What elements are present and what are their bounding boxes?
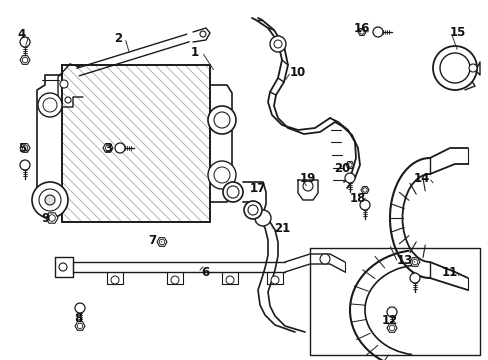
Text: 12: 12 [381,314,397,327]
Text: 21: 21 [273,221,289,234]
Circle shape [319,254,329,264]
Circle shape [347,163,351,167]
Text: 3: 3 [104,141,112,154]
Polygon shape [357,28,365,36]
Text: 18: 18 [349,192,366,204]
Text: 8: 8 [74,311,82,324]
Circle shape [45,195,55,205]
Polygon shape [360,186,368,193]
Circle shape [214,167,229,183]
Circle shape [372,27,382,37]
Circle shape [115,143,125,153]
Circle shape [386,307,396,317]
Text: 9: 9 [41,211,49,225]
Polygon shape [20,56,30,64]
Circle shape [105,145,110,151]
Circle shape [111,276,119,284]
Circle shape [359,200,369,210]
Circle shape [38,93,62,117]
Circle shape [59,263,67,271]
Circle shape [65,97,71,103]
Circle shape [22,57,28,63]
Circle shape [359,30,364,34]
Text: 2: 2 [114,31,122,45]
Circle shape [223,182,243,202]
Circle shape [60,80,68,88]
Polygon shape [157,238,167,246]
Polygon shape [20,144,30,152]
Polygon shape [386,324,396,332]
Circle shape [200,31,205,37]
Circle shape [273,40,282,48]
Circle shape [225,276,234,284]
Circle shape [20,160,30,170]
Text: 17: 17 [249,181,265,194]
Text: 15: 15 [449,26,465,39]
Circle shape [244,201,262,219]
Circle shape [159,239,164,245]
Circle shape [207,161,236,189]
Circle shape [39,189,61,211]
Text: 13: 13 [396,253,412,266]
Circle shape [345,173,354,183]
Circle shape [270,276,279,284]
Circle shape [207,106,236,134]
Circle shape [303,181,312,191]
Circle shape [75,303,85,313]
Text: 10: 10 [289,66,305,78]
Circle shape [254,210,270,226]
Text: 1: 1 [190,45,199,58]
Circle shape [468,64,476,72]
Text: 6: 6 [201,266,209,279]
Circle shape [409,273,419,283]
Circle shape [32,182,68,218]
Circle shape [362,188,366,192]
Polygon shape [46,213,58,223]
Circle shape [77,323,82,329]
Circle shape [20,37,30,47]
Circle shape [43,98,57,112]
Polygon shape [346,162,353,168]
Text: 7: 7 [148,234,156,247]
Circle shape [226,186,239,198]
Polygon shape [75,322,85,330]
Circle shape [411,259,417,265]
Polygon shape [62,65,209,222]
Text: 5: 5 [18,141,26,154]
Text: 16: 16 [353,22,369,35]
Text: 4: 4 [18,28,26,41]
Circle shape [388,325,394,331]
Circle shape [171,276,179,284]
Text: 20: 20 [333,162,349,175]
Circle shape [439,53,469,83]
Text: 14: 14 [413,171,429,184]
Text: 11: 11 [441,266,457,279]
Circle shape [432,46,476,90]
Polygon shape [409,258,419,266]
Circle shape [49,215,55,221]
Circle shape [269,36,285,52]
Circle shape [214,112,229,128]
Polygon shape [103,144,113,152]
Circle shape [22,145,28,151]
Circle shape [247,205,258,215]
Text: 19: 19 [299,171,316,184]
